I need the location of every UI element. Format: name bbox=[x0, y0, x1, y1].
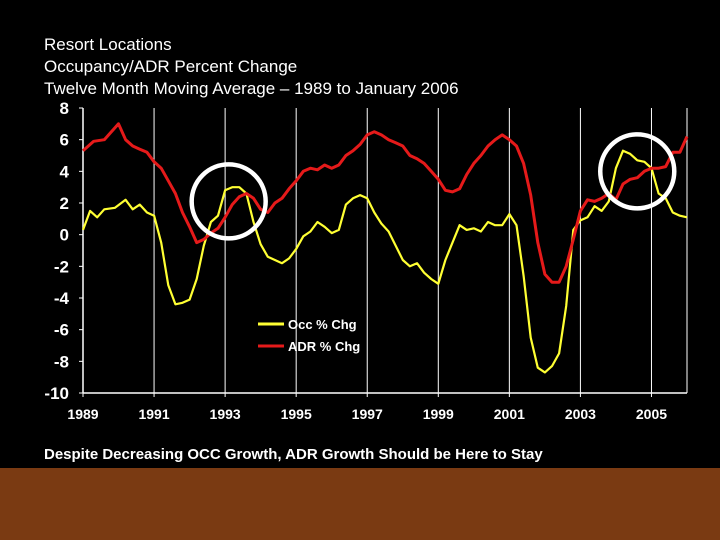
y-tick-label--8: -8 bbox=[54, 352, 69, 371]
x-tick-label-1993: 1993 bbox=[210, 406, 241, 422]
y-tick-label-6: 6 bbox=[60, 131, 69, 150]
highlight-circle-1 bbox=[189, 162, 268, 241]
y-tick-label-4: 4 bbox=[60, 162, 70, 181]
legend-label-adr: ADR % Chg bbox=[288, 339, 360, 354]
y-tick-label--2: -2 bbox=[54, 257, 69, 276]
y-tick-label-0: 0 bbox=[60, 226, 69, 245]
series-line-adr bbox=[82, 122, 689, 284]
y-tick-label--6: -6 bbox=[54, 321, 69, 340]
x-tick-label-2001: 2001 bbox=[494, 406, 525, 422]
y-tick-label--10: -10 bbox=[44, 384, 69, 403]
x-tick-label-1995: 1995 bbox=[281, 406, 312, 422]
x-tick-label-2005: 2005 bbox=[636, 406, 667, 422]
chart-title-line-3: Twelve Month Moving Average – 1989 to Ja… bbox=[44, 79, 459, 98]
x-tick-label-1989: 1989 bbox=[67, 406, 98, 422]
x-tick-label-2003: 2003 bbox=[565, 406, 596, 422]
y-tick-label-2: 2 bbox=[60, 194, 69, 213]
footer-band bbox=[0, 468, 720, 540]
legend-label-occ: Occ % Chg bbox=[288, 317, 357, 332]
x-tick-label-1999: 1999 bbox=[423, 406, 454, 422]
slide-caption: Despite Decreasing OCC Growth, ADR Growt… bbox=[44, 446, 543, 463]
chart-title-line-2: Occupancy/ADR Percent Change bbox=[44, 57, 298, 76]
chart-title-line-1: Resort Locations bbox=[44, 35, 172, 54]
highlight-circle-2 bbox=[598, 132, 677, 211]
x-tick-label-1991: 1991 bbox=[138, 406, 169, 422]
series-line-occ bbox=[81, 149, 688, 374]
x-tick-label-1997: 1997 bbox=[352, 406, 383, 422]
y-tick-label-8: 8 bbox=[60, 99, 69, 118]
plot-area bbox=[83, 108, 687, 393]
y-tick-label--4: -4 bbox=[54, 289, 70, 308]
chart-title: Resort Locations Occupancy/ADR Percent C… bbox=[44, 34, 459, 100]
